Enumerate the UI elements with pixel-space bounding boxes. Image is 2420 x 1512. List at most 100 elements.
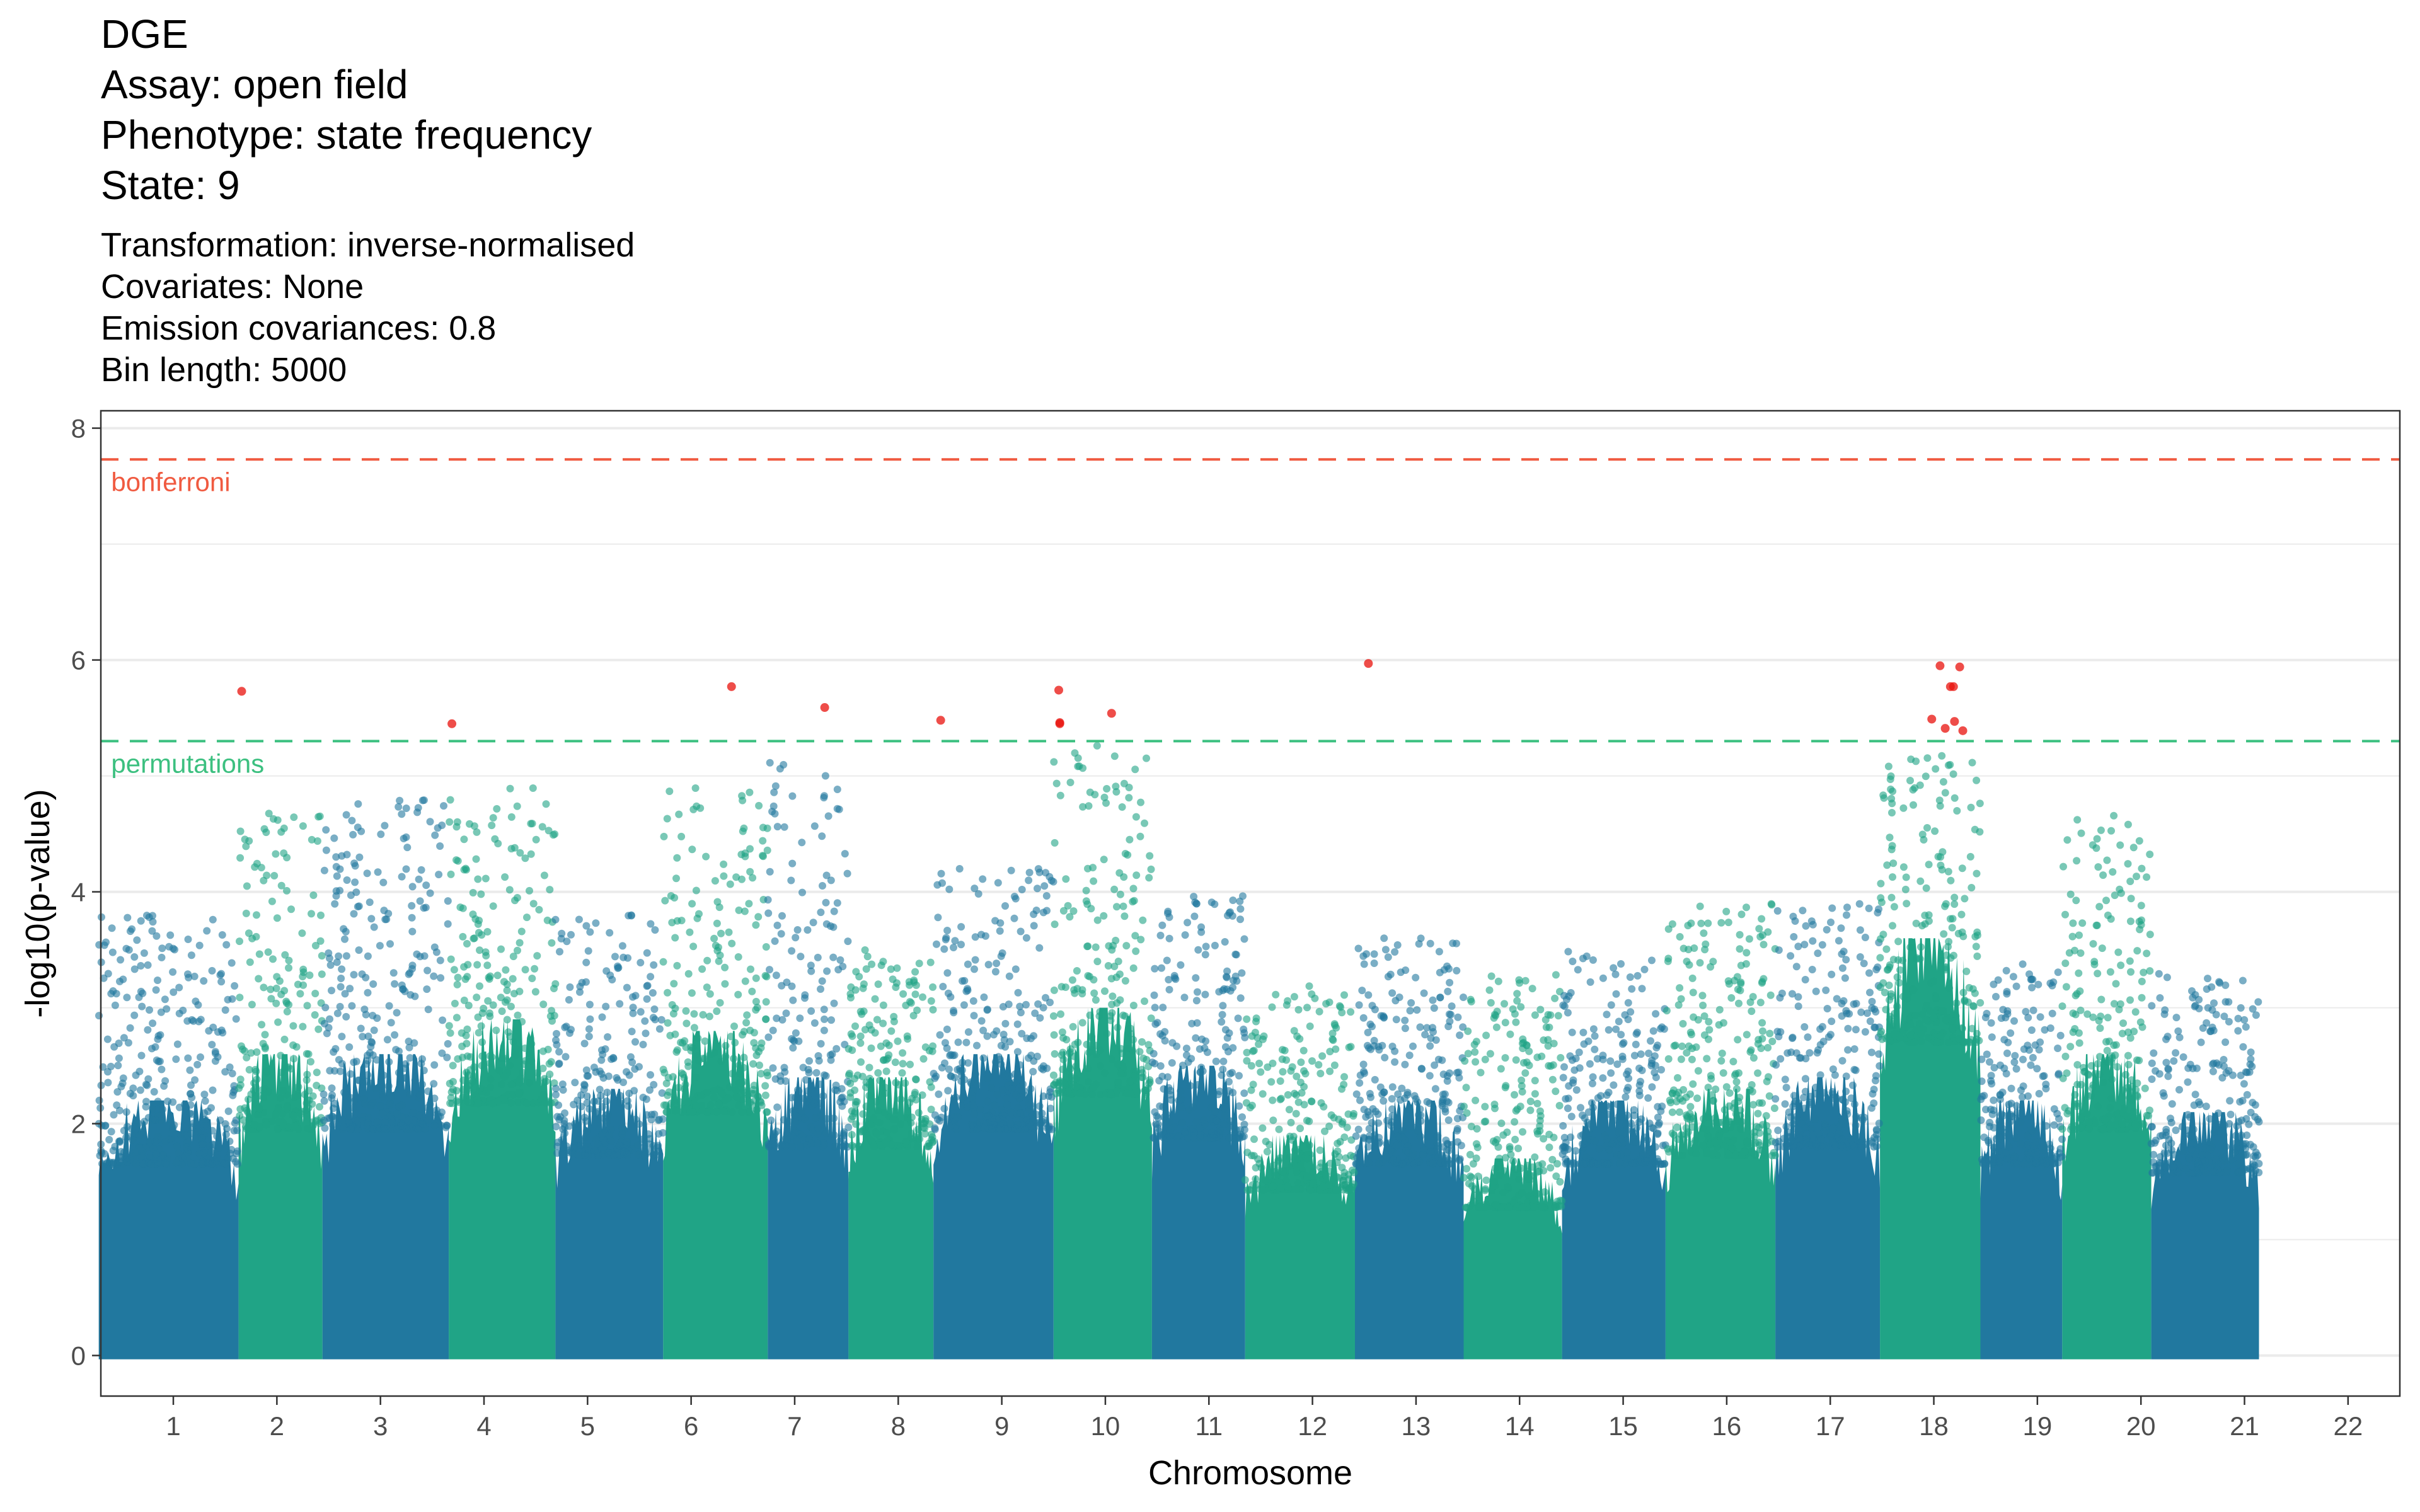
data-point bbox=[541, 1099, 550, 1107]
data-point bbox=[1121, 850, 1129, 857]
data-point bbox=[1626, 1159, 1634, 1167]
data-point bbox=[703, 1088, 711, 1096]
data-point bbox=[1538, 1052, 1546, 1060]
data-point bbox=[289, 1022, 297, 1030]
data-point bbox=[1441, 1090, 1449, 1098]
data-point bbox=[1548, 1075, 1557, 1084]
data-point bbox=[395, 1102, 403, 1111]
data-point bbox=[1243, 1015, 1251, 1023]
data-point bbox=[733, 1093, 741, 1101]
data-point bbox=[216, 1116, 224, 1125]
data-point bbox=[1082, 897, 1090, 905]
data-point bbox=[509, 953, 517, 961]
data-point bbox=[1700, 1012, 1708, 1020]
data-point bbox=[1242, 1099, 1250, 1107]
data-point bbox=[1123, 1089, 1131, 1097]
data-point bbox=[611, 953, 619, 961]
data-point bbox=[838, 1102, 846, 1110]
data-point bbox=[1717, 1057, 1726, 1065]
data-point bbox=[1057, 1085, 1066, 1094]
data-point bbox=[1737, 910, 1746, 919]
data-point bbox=[517, 927, 526, 936]
data-point bbox=[1827, 1130, 1835, 1138]
data-point bbox=[2127, 895, 2135, 903]
data-point bbox=[715, 903, 723, 912]
data-point bbox=[740, 1028, 748, 1036]
data-point bbox=[1877, 879, 1885, 888]
data-point bbox=[1439, 1143, 1448, 1151]
data-point bbox=[246, 958, 254, 966]
data-point bbox=[1776, 994, 1784, 1002]
data-point bbox=[282, 1063, 290, 1072]
data-point bbox=[2061, 959, 2070, 967]
data-point bbox=[655, 1025, 664, 1033]
data-point bbox=[1806, 1098, 1814, 1106]
data-point bbox=[599, 1135, 608, 1143]
data-point bbox=[1456, 1031, 1464, 1040]
data-point bbox=[1461, 1057, 1469, 1065]
data-point bbox=[899, 1049, 907, 1057]
data-point bbox=[116, 1137, 124, 1145]
data-point bbox=[418, 1080, 426, 1089]
data-point bbox=[1300, 1101, 1308, 1109]
data-point bbox=[552, 1123, 560, 1131]
data-point bbox=[326, 1015, 333, 1023]
data-point bbox=[1126, 835, 1134, 844]
data-point bbox=[971, 1070, 979, 1078]
data-point bbox=[1589, 1073, 1597, 1081]
data-point bbox=[1381, 1155, 1390, 1163]
data-point bbox=[571, 1120, 579, 1128]
data-point bbox=[1435, 948, 1443, 956]
data-point bbox=[1401, 1016, 1409, 1024]
data-point bbox=[124, 914, 132, 922]
data-point bbox=[1582, 952, 1591, 960]
data-point bbox=[1137, 936, 1145, 944]
covariates-label: Covariates: None bbox=[101, 268, 364, 306]
data-point bbox=[1225, 1133, 1233, 1142]
data-point bbox=[583, 1092, 591, 1101]
data-point bbox=[1017, 1109, 1025, 1118]
data-point bbox=[1922, 1016, 1930, 1024]
data-point bbox=[217, 978, 226, 986]
data-point bbox=[1501, 1084, 1509, 1092]
data-point bbox=[1072, 1082, 1080, 1091]
data-point bbox=[921, 1130, 929, 1138]
data-point bbox=[1990, 980, 1998, 988]
data-point bbox=[1674, 1074, 1681, 1082]
data-point bbox=[506, 1033, 514, 1041]
data-point bbox=[1758, 915, 1766, 923]
data-point bbox=[663, 815, 671, 823]
data-point bbox=[1733, 973, 1741, 981]
data-point bbox=[243, 882, 251, 890]
data-point bbox=[939, 983, 947, 990]
data-point bbox=[1612, 1025, 1620, 1033]
data-point bbox=[1090, 989, 1098, 997]
data-point bbox=[552, 1091, 560, 1099]
data-point bbox=[1763, 1121, 1771, 1130]
data-point bbox=[1043, 1064, 1051, 1072]
data-point bbox=[285, 956, 293, 965]
data-point bbox=[2133, 873, 2140, 881]
data-point bbox=[305, 1087, 313, 1095]
data-point bbox=[463, 1025, 471, 1033]
data-point bbox=[602, 1002, 610, 1011]
data-point bbox=[583, 1099, 591, 1107]
data-point bbox=[885, 1051, 893, 1059]
data-point bbox=[1843, 1143, 1851, 1151]
data-point bbox=[734, 953, 742, 961]
data-point bbox=[516, 939, 524, 947]
data-point bbox=[1531, 1090, 1539, 1098]
data-point bbox=[1635, 1087, 1644, 1095]
data-point bbox=[927, 1106, 935, 1113]
data-point bbox=[1886, 961, 1894, 969]
data-point bbox=[307, 1058, 314, 1066]
data-point bbox=[681, 1085, 688, 1093]
data-point bbox=[259, 1040, 267, 1048]
data-point bbox=[1930, 1014, 1938, 1022]
data-point bbox=[230, 1126, 238, 1135]
data-point bbox=[1367, 1093, 1374, 1101]
data-point bbox=[1715, 1005, 1724, 1014]
data-point bbox=[1216, 1127, 1224, 1135]
data-point bbox=[899, 990, 908, 998]
data-point bbox=[693, 802, 701, 810]
